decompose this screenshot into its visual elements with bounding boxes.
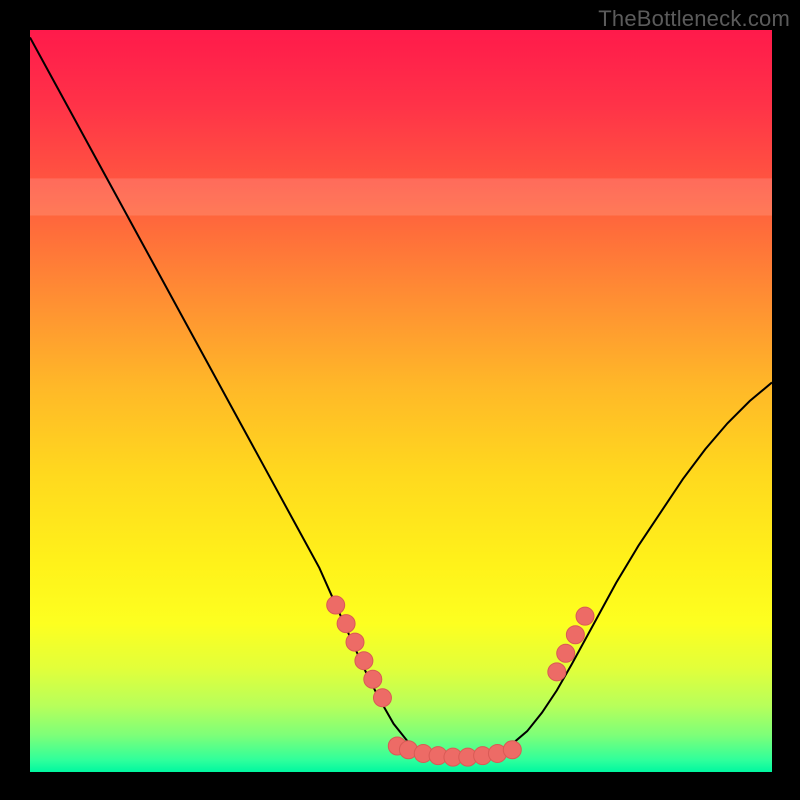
marker-dot (576, 607, 594, 625)
marker-dot (548, 663, 566, 681)
marker-dot (373, 689, 391, 707)
marker-dot (337, 615, 355, 633)
gradient-background (30, 30, 772, 772)
highlight-band (30, 178, 772, 215)
watermark-text: TheBottleneck.com (598, 6, 790, 32)
chart-svg (30, 30, 772, 772)
marker-dot (355, 652, 373, 670)
marker-dot (503, 741, 521, 759)
marker-dot (327, 596, 345, 614)
marker-dot (346, 633, 364, 651)
marker-dot (557, 644, 575, 662)
marker-dot (566, 626, 584, 644)
marker-dot (364, 670, 382, 688)
chart-plot-area (30, 30, 772, 772)
